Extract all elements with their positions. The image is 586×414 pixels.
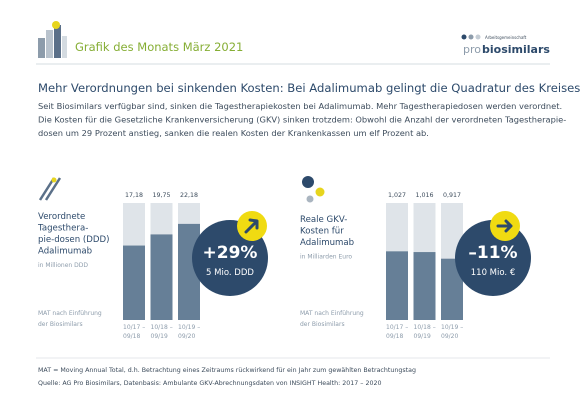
axis-note: der Biosimilars xyxy=(300,321,345,328)
bar xyxy=(123,245,145,320)
chart-title: Verordnete xyxy=(38,212,85,222)
change-value: +29% xyxy=(203,243,258,263)
x-tick-label: 09/18 xyxy=(123,333,140,340)
value-label: 0,917 xyxy=(443,192,461,199)
x-tick-label: 09/20 xyxy=(178,333,195,340)
x-tick-label: 09/20 xyxy=(441,333,458,340)
axis-note: MAT nach Einführung xyxy=(38,310,102,317)
change-label: 5 Mio. DDD xyxy=(206,268,254,278)
value-label: 19,75 xyxy=(152,192,170,199)
euro-icon xyxy=(302,176,314,188)
x-tick-label: 10/17 – xyxy=(386,324,408,331)
chart-title: pie-dosen (DDD) xyxy=(38,235,109,245)
brand-logo: Arbeitsgemeinschaft pro biosimilars xyxy=(461,34,550,56)
x-tick-label: 09/19 xyxy=(414,333,431,340)
headline: Mehr Verordnungen bei sinkenden Kosten: … xyxy=(38,81,580,95)
value-label: 17,18 xyxy=(125,192,143,199)
chart-title: Adalimumab xyxy=(300,238,354,248)
change-label: 110 Mio. € xyxy=(471,268,515,278)
syringe-icon xyxy=(38,177,62,201)
intro-line: Die Kosten für die Gesetzliche Krankenve… xyxy=(38,115,566,125)
value-label: 1,016 xyxy=(415,192,433,199)
footnotes: MAT = Moving Annual Total, d.h. Betracht… xyxy=(38,367,416,387)
euro-icon xyxy=(306,195,314,203)
x-tick-label: 09/18 xyxy=(386,333,403,340)
arrow xyxy=(244,218,259,234)
euro-icon xyxy=(315,187,325,197)
chart-title: Kosten für xyxy=(300,227,344,237)
x-tick-label: 10/19 – xyxy=(178,324,200,331)
x-tick-label: 10/18 – xyxy=(414,324,436,331)
logo-main: biosimilars xyxy=(482,43,550,56)
x-tick-label: 10/19 – xyxy=(441,324,463,331)
footnote: Quelle: AG Pro Biosimilars, Datenbasis: … xyxy=(38,380,381,387)
x-tick-label: 09/19 xyxy=(151,333,168,340)
chart-title: Tagesthera- xyxy=(37,224,88,234)
unit-label: in Millionen DDD xyxy=(38,262,88,269)
bar xyxy=(386,251,408,320)
header-title: Grafik des Monats März 2021 xyxy=(75,40,243,54)
x-tick-label: 10/17 – xyxy=(123,324,145,331)
change-value: –11% xyxy=(468,243,517,263)
intro: Seit Biosimilars verfügbar sind, sinken … xyxy=(38,101,566,138)
value-label: 22,18 xyxy=(180,192,198,199)
intro-line: Seit Biosimilars verfügbar sind, sinken … xyxy=(38,101,562,111)
bar xyxy=(150,234,173,320)
bar xyxy=(441,258,463,320)
bar xyxy=(413,252,436,320)
x-tick-label: 10/18 – xyxy=(151,324,173,331)
logo-icon xyxy=(38,21,67,58)
value-label: 1,027 xyxy=(388,192,406,199)
arrow xyxy=(496,219,513,233)
logo-small: Arbeitsgemeinschaft xyxy=(485,35,527,40)
footnote: MAT = Moving Annual Total, d.h. Betracht… xyxy=(38,367,416,374)
axis-note: MAT nach Einführung xyxy=(300,310,364,317)
icon-dot xyxy=(51,177,57,183)
chart-title: Adalimumab xyxy=(38,247,92,257)
unit-label: in Milliarden Euro xyxy=(300,254,352,261)
logo-pro: pro xyxy=(463,43,481,56)
axis-note: der Biosimilars xyxy=(38,321,83,328)
intro-line: dosen um 29 Prozent anstieg, sanken die … xyxy=(38,128,429,138)
chart-title: Reale GKV- xyxy=(300,215,347,225)
charts: Verordnete Tagesthera-pie-dosen (DDD) Adal… xyxy=(37,176,531,340)
